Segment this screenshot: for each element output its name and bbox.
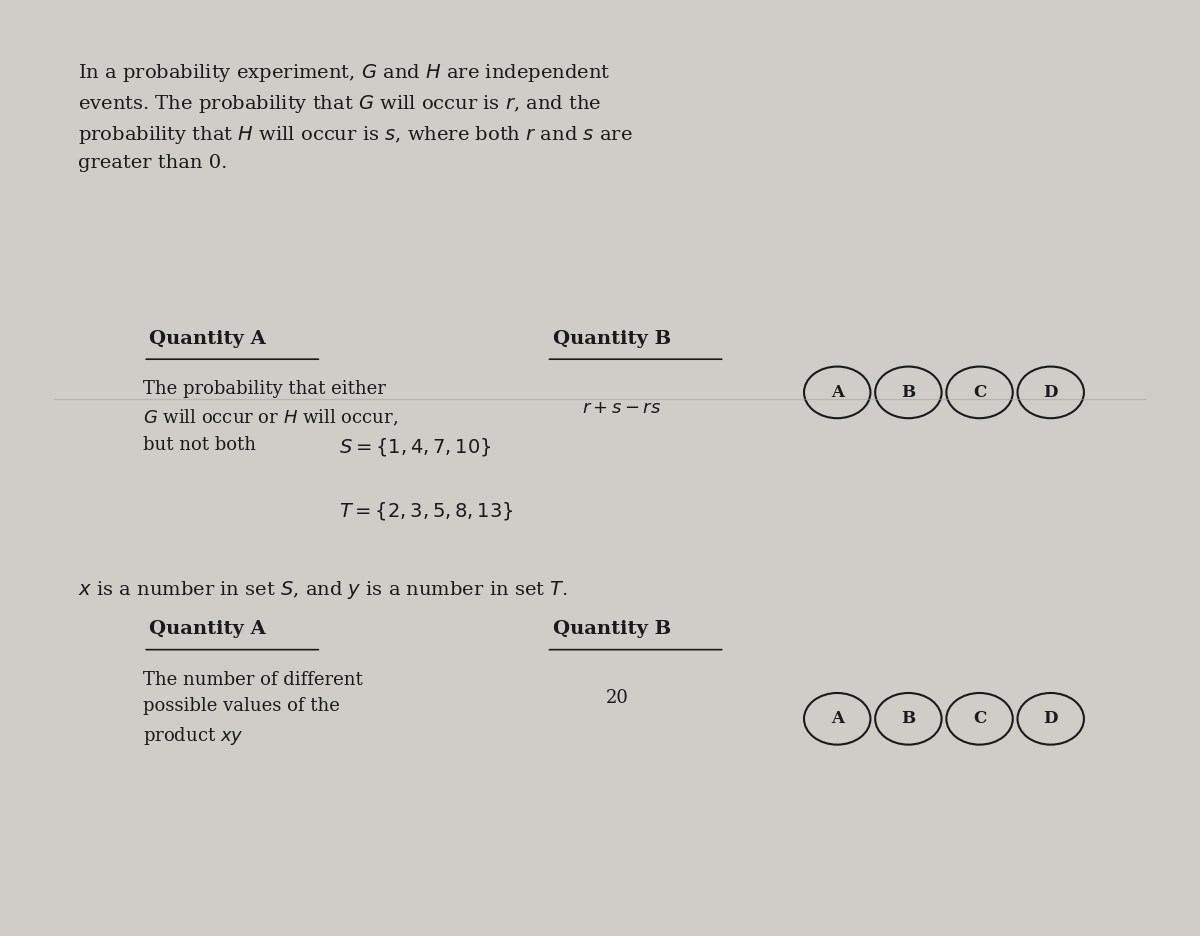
Text: Quantity A: Quantity A xyxy=(149,621,266,638)
Text: $r + s - rs$: $r + s - rs$ xyxy=(582,399,661,417)
Text: Quantity B: Quantity B xyxy=(552,329,671,347)
Text: Quantity B: Quantity B xyxy=(552,621,671,638)
Text: D: D xyxy=(1044,710,1058,727)
Text: C: C xyxy=(973,384,986,401)
Text: B: B xyxy=(901,384,916,401)
Text: The probability that either
$G$ will occur or $H$ will occur,
but not both: The probability that either $G$ will occ… xyxy=(143,380,398,455)
Text: $S = \{1, 4, 7, 10\}$: $S = \{1, 4, 7, 10\}$ xyxy=(340,436,492,458)
Text: A: A xyxy=(830,710,844,727)
Text: C: C xyxy=(973,710,986,727)
Text: B: B xyxy=(901,710,916,727)
Text: $x$ is a number in set $S$, and $y$ is a number in set $T$.: $x$ is a number in set $S$, and $y$ is a… xyxy=(78,578,568,601)
Text: A: A xyxy=(830,384,844,401)
Text: $T = \{2, 3, 5, 8, 13\}$: $T = \{2, 3, 5, 8, 13\}$ xyxy=(340,500,514,522)
Text: 20: 20 xyxy=(606,689,629,708)
Text: In a probability experiment, $G$ and $H$ are independent
events. The probability: In a probability experiment, $G$ and $H$… xyxy=(78,63,632,171)
Text: The number of different
possible values of the
product $xy$: The number of different possible values … xyxy=(143,671,364,747)
Text: D: D xyxy=(1044,384,1058,401)
Text: Quantity A: Quantity A xyxy=(149,329,266,347)
